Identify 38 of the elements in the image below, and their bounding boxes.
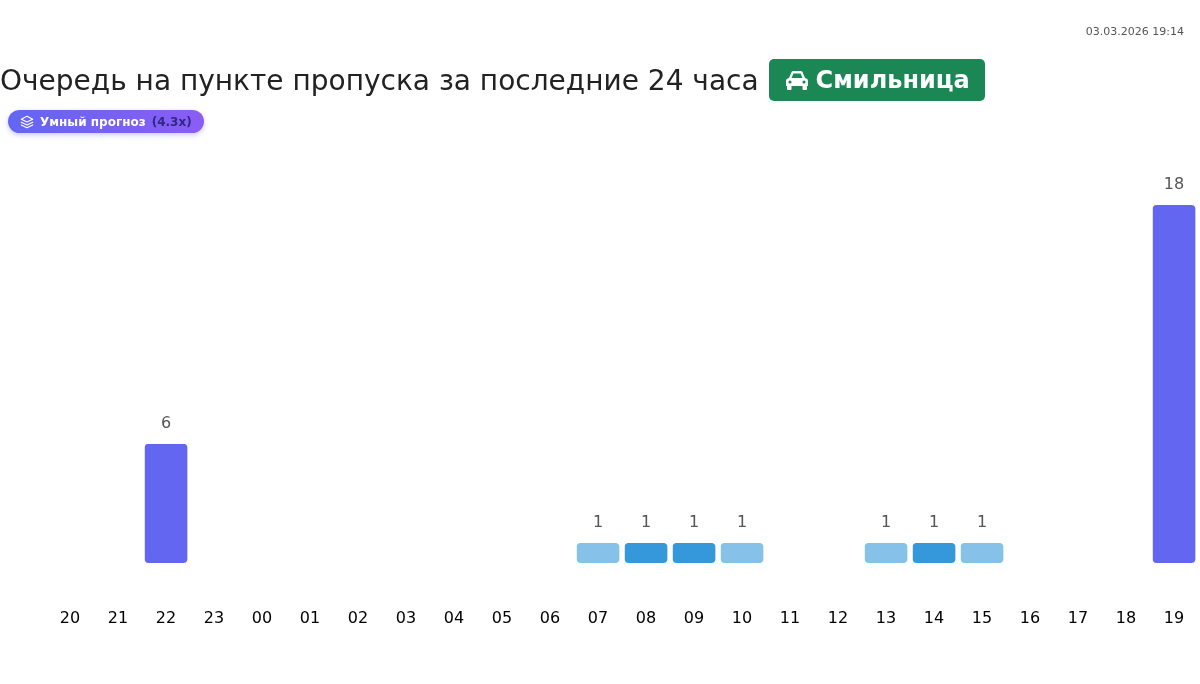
x-tick-label: 04 [443,607,465,627]
x-tick-label: 06 [539,607,561,627]
x-tick-label: 15 [971,607,993,627]
data-label: 1 [688,512,700,532]
x-tick-label: 20 [59,607,81,627]
data-label: 18 [1163,174,1185,193]
x-tick-label: 01 [299,607,321,627]
data-label: 1 [736,512,748,532]
x-tick-label: 11 [779,607,801,627]
x-tick-label: 00 [251,607,273,627]
x-tick-label: 17 [1067,607,1089,627]
x-tick-label: 10 [731,607,753,627]
x-tick-label: 07 [587,607,609,627]
x-tick-label: 21 [107,607,129,627]
text: Смильница [815,66,970,94]
x-tick-label: 08 [635,607,657,627]
data-label: 1 [592,512,604,532]
x-tick-label: 14 [923,607,945,627]
text: (4.3x) [151,114,192,129]
x-tick-label: 23 [203,607,225,627]
x-tick-label: 05 [491,607,513,627]
data-label: 1 [976,512,988,532]
x-tick-label: 16 [1019,607,1041,627]
x-tick-label: 18 [1115,607,1137,627]
x-tick-label: 19 [1163,607,1185,627]
x-tick-label: 12 [827,607,849,627]
text: Умный прогноз [40,114,146,129]
data-label: 1 [880,512,892,532]
chart-title: Очередь на пункте пропуска за последние 24 часа [0,63,759,97]
x-tick-label: 22 [155,607,177,627]
text: 03.03.2026 19:14 [1085,25,1184,38]
x-tick-label: 03 [395,607,417,627]
x-tick-label: 02 [347,607,369,627]
data-label: 6 [160,412,172,432]
x-tick-label: 13 [875,607,897,627]
data-label: 1 [928,512,940,532]
data-label: 1 [640,512,652,532]
x-tick-label: 09 [683,607,705,627]
